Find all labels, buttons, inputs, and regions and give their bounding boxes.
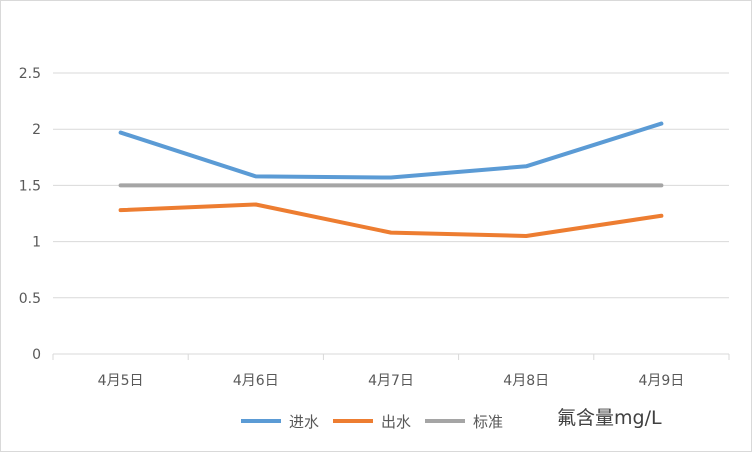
series-line-0	[118, 121, 664, 180]
x-tick-label: 4月6日	[233, 373, 279, 389]
x-tick-label: 4月5日	[98, 373, 144, 389]
x-axis-tick-labels: 4月5日 4月6日 4月7日 4月8日 4月9日	[98, 373, 685, 389]
x-axis	[52, 353, 730, 360]
x-tick-label: 4月7日	[368, 373, 414, 389]
y-tick-label: 1.5	[19, 178, 41, 194]
legend-label: 标准	[473, 413, 503, 431]
unit-label: 氟含量mg/L	[557, 407, 662, 429]
y-tick-label: 0	[32, 347, 41, 363]
series-lines	[118, 121, 664, 238]
legend-label: 出水	[381, 413, 411, 431]
legend-label: 进水	[289, 413, 319, 431]
x-tick-label: 4月9日	[638, 373, 684, 389]
legend: 进水 出水 标准	[241, 413, 503, 431]
y-tick-label: 2	[32, 122, 41, 138]
y-axis-tick-labels: 0 0.5 1 1.5 2 2.5	[19, 66, 41, 363]
x-tick-label: 4月8日	[503, 373, 549, 389]
y-tick-label: 0.5	[19, 291, 41, 307]
y-tick-label: 1	[32, 235, 41, 251]
series-line-1	[118, 202, 664, 238]
y-tick-label: 2.5	[19, 66, 41, 82]
